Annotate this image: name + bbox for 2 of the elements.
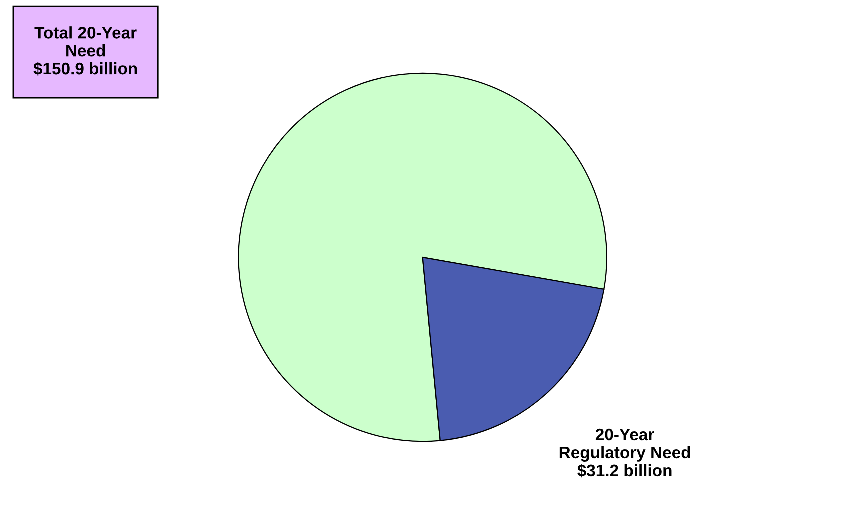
slice-label: 20-Year Regulatory Need $31.2 billion	[560, 428, 690, 478]
text: Total 20-Year Need $150.9 billion	[34, 26, 138, 76]
